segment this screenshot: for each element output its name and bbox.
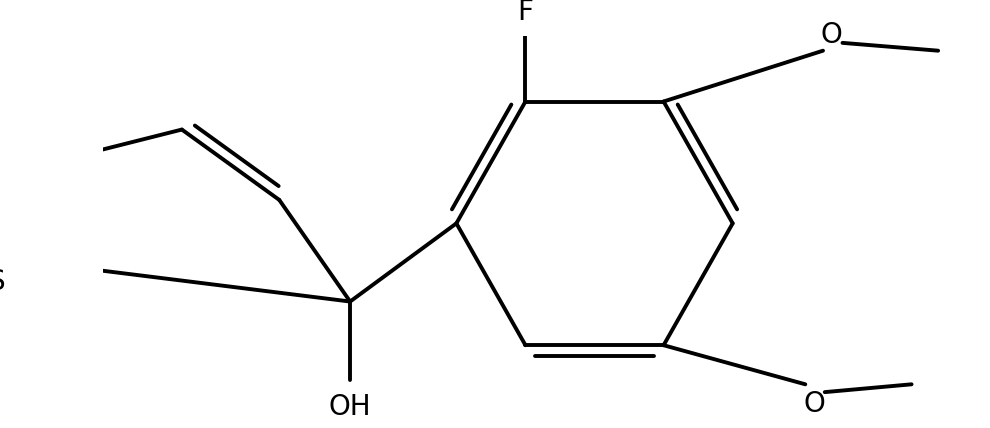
Text: F: F xyxy=(518,0,534,26)
Text: O: O xyxy=(821,21,842,49)
Text: O: O xyxy=(803,390,825,418)
Text: OH: OH xyxy=(329,393,371,421)
Text: S: S xyxy=(0,268,5,296)
